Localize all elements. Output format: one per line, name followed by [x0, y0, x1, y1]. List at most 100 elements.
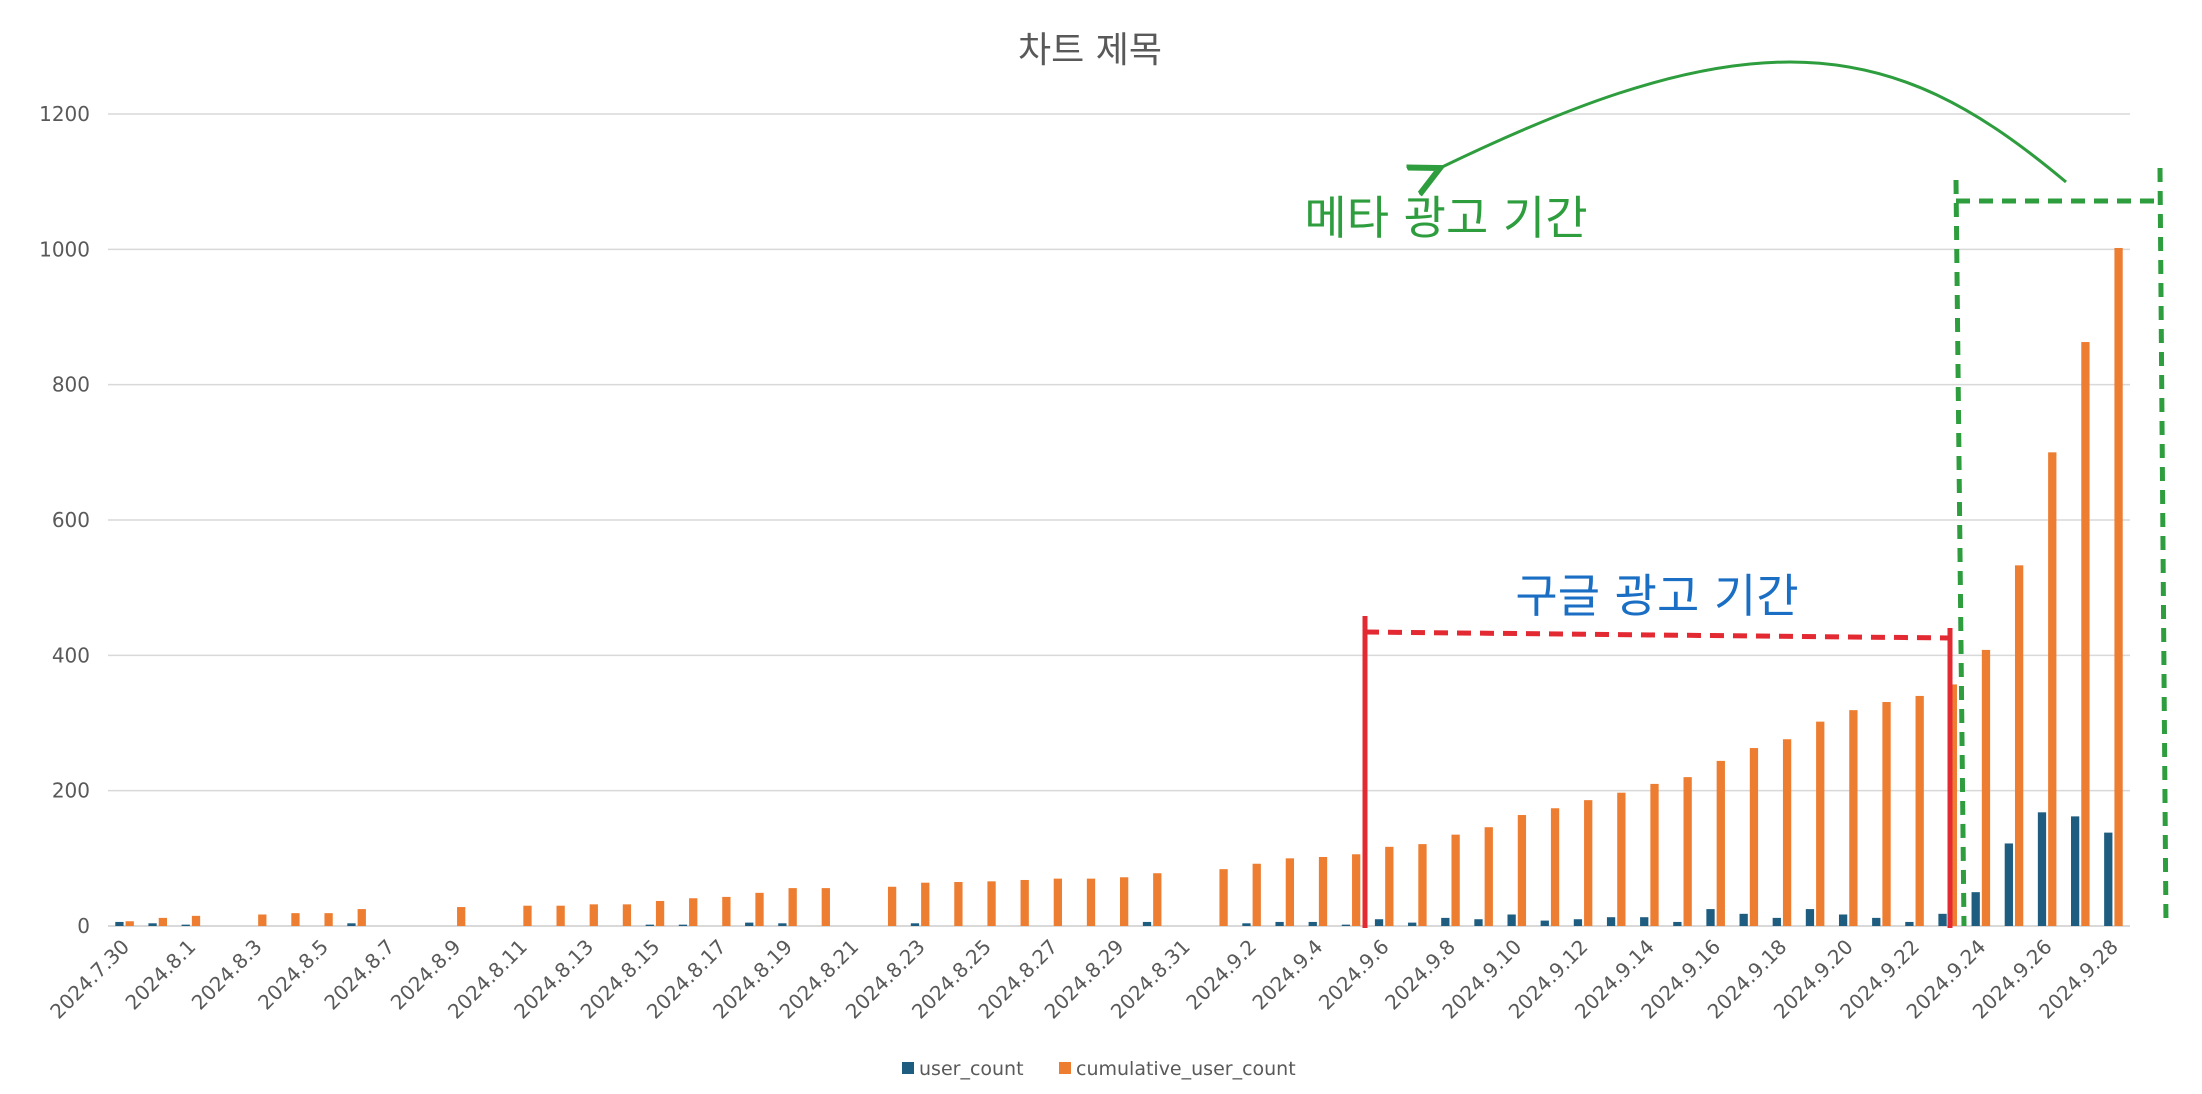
bar-user-count — [1772, 917, 1781, 926]
bar-cumulative-user-count — [125, 921, 134, 926]
bar-cumulative-user-count — [1484, 827, 1493, 926]
bar-user-count — [1739, 913, 1748, 926]
meta-period-right-dashed-line — [2157, 167, 2169, 927]
bar-cumulative-user-count — [622, 904, 632, 926]
legend-label-user-count: user_count — [919, 1058, 1024, 1080]
bar-cumulative-user-count — [887, 886, 897, 926]
bar-cumulative-user-count — [523, 905, 532, 926]
y-tick-label: 400 — [52, 643, 90, 667]
bar-user-count — [778, 923, 787, 926]
bar-user-count — [1408, 922, 1417, 926]
bar-user-count — [1374, 919, 1384, 926]
bar-cumulative-user-count — [1650, 783, 1659, 926]
bar-cumulative-user-count — [2014, 565, 2024, 926]
bar-cumulative-user-count — [1948, 684, 1957, 926]
x-tick-label: 2024.9.4 — [1247, 935, 1327, 1015]
bar-cumulative-user-count — [291, 913, 300, 926]
bar-user-count — [1673, 921, 1682, 926]
bar-cumulative-user-count — [1352, 854, 1361, 926]
y-tick-label: 1000 — [39, 237, 90, 261]
y-tick-label: 600 — [52, 508, 90, 532]
bar-user-count — [1308, 921, 1317, 926]
google-ad-period-label: 구글 광고 기간 — [1515, 569, 1798, 623]
bar-cumulative-user-count — [1517, 815, 1527, 926]
bar-cumulative-user-count — [1915, 695, 1924, 926]
bar-cumulative-user-count — [1683, 777, 1692, 926]
bar-user-count — [2037, 812, 2047, 926]
x-tick-label: 2024.8.3 — [187, 935, 267, 1015]
legend-swatch-user-count — [902, 1062, 914, 1074]
bar-cumulative-user-count — [1981, 649, 1991, 926]
legend: user_count cumulative_user_count — [902, 1058, 1296, 1080]
bar-cumulative-user-count — [1020, 879, 1029, 926]
bar-cumulative-user-count — [788, 888, 797, 926]
bar-cumulative-user-count — [1153, 873, 1162, 926]
bar-user-count — [1507, 914, 1516, 926]
bars — [115, 247, 2123, 927]
bar-cumulative-user-count — [556, 905, 565, 926]
gridlines — [108, 113, 2130, 927]
legend-swatch-cumulative-user-count — [1059, 1062, 1071, 1074]
bar-user-count — [1905, 921, 1914, 926]
google-ad-period-annotation: 구글 광고 기간 — [1362, 569, 1953, 928]
bar-user-count — [1606, 917, 1616, 926]
bar-cumulative-user-count — [1318, 856, 1328, 926]
meta-ad-period-label: 메타 광고 기간 — [1304, 191, 1587, 245]
bar-cumulative-user-count — [689, 898, 698, 926]
bar-user-count — [347, 923, 356, 926]
x-tick-label: 2024.9.6 — [1314, 935, 1394, 1015]
x-tick-label: 2024.9.2 — [1181, 935, 1261, 1015]
bar-user-count — [1573, 919, 1583, 926]
bar-user-count — [1142, 921, 1152, 926]
bar-user-count — [115, 921, 124, 926]
google-period-dashed-line — [1364, 629, 1951, 641]
bar-cumulative-user-count — [357, 909, 366, 926]
x-tick-label: 2024.7.30 — [45, 935, 134, 1024]
bar-user-count — [1872, 917, 1881, 926]
bar-cumulative-user-count — [589, 904, 598, 926]
bar-user-count — [2004, 843, 2013, 926]
bar-cumulative-user-count — [1550, 808, 1560, 926]
bar-user-count — [1838, 914, 1848, 926]
bar-cumulative-user-count — [191, 915, 201, 926]
x-tick-label: 2024.8.7 — [319, 935, 399, 1015]
bar-cumulative-user-count — [821, 888, 830, 926]
bar-user-count — [1938, 913, 1947, 926]
x-axis-tick-labels: 2024.7.302024.8.12024.8.32024.8.52024.8.… — [45, 935, 2123, 1024]
bar-cumulative-user-count — [1617, 792, 1626, 926]
bar-user-count — [181, 924, 190, 926]
bar-user-count — [1275, 921, 1284, 926]
bar-cumulative-user-count — [1749, 748, 1759, 926]
x-tick-label: 2024.8.5 — [253, 935, 333, 1015]
bar-cumulative-user-count — [324, 913, 333, 926]
y-tick-label: 800 — [52, 373, 90, 397]
bar-user-count — [745, 922, 754, 926]
bar-cumulative-user-count — [1418, 844, 1427, 926]
bar-user-count — [1341, 924, 1351, 926]
bar-user-count — [2070, 816, 2080, 926]
bar-user-count — [1242, 923, 1251, 926]
bar-cumulative-user-count — [457, 907, 466, 926]
bar-cumulative-user-count — [1120, 877, 1129, 926]
bar-cumulative-user-count — [1882, 702, 1891, 926]
bar-cumulative-user-count — [987, 881, 996, 926]
bar-cumulative-user-count — [1252, 863, 1261, 926]
x-tick-label: 2024.8.1 — [120, 935, 200, 1015]
bar-cumulative-user-count — [1219, 869, 1228, 926]
y-axis-tick-labels: 0 200 400 600 800 1000 1200 — [39, 102, 90, 938]
y-tick-label: 1200 — [39, 102, 90, 126]
bar-cumulative-user-count — [158, 917, 168, 926]
bar-cumulative-user-count — [655, 900, 665, 926]
bar-cumulative-user-count — [1716, 760, 1725, 926]
bar-cumulative-user-count — [2081, 342, 2090, 927]
bar-user-count — [1441, 917, 1450, 926]
bar-user-count — [645, 924, 654, 926]
bar-user-count — [1805, 909, 1815, 926]
bar-user-count — [910, 923, 920, 926]
bar-user-count — [678, 924, 688, 926]
bar-cumulative-user-count — [755, 892, 764, 926]
chart-title: 차트 제목 — [1018, 30, 1162, 71]
bar-cumulative-user-count — [2114, 247, 2123, 927]
bar-user-count — [148, 923, 157, 926]
